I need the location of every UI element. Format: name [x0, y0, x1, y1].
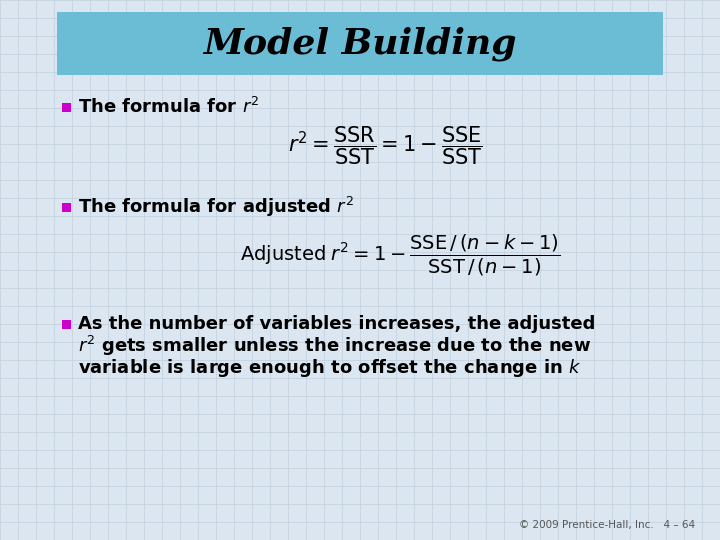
Text: variable is large enough to offset the change in $k$: variable is large enough to offset the c… [78, 357, 582, 379]
Text: $r^2 = \dfrac{\mathrm{SSR}}{\mathrm{SST}} = 1 - \dfrac{\mathrm{SSE}}{\mathrm{SST: $r^2 = \dfrac{\mathrm{SSR}}{\mathrm{SST}… [287, 125, 482, 167]
Text: $r^2$ gets smaller unless the increase due to the new: $r^2$ gets smaller unless the increase d… [78, 334, 591, 358]
Bar [57, 12, 663, 75]
Bar [62, 320, 71, 328]
Bar [62, 103, 71, 111]
Text: The formula for $r^2$: The formula for $r^2$ [78, 97, 259, 117]
Text: $\mathrm{Adjusted}\; r^2 = 1 - \dfrac{\mathrm{SSE}\,/\,(n - k - 1)}{\mathrm{SST}: $\mathrm{Adjusted}\; r^2 = 1 - \dfrac{\m… [240, 232, 560, 278]
Text: The formula for adjusted $r^2$: The formula for adjusted $r^2$ [78, 195, 354, 219]
Text: Model Building: Model Building [203, 27, 517, 61]
Text: As the number of variables increases, the adjusted: As the number of variables increases, th… [78, 315, 595, 333]
Text: © 2009 Prentice-Hall, Inc.   4 – 64: © 2009 Prentice-Hall, Inc. 4 – 64 [519, 520, 695, 530]
Bar [62, 202, 71, 212]
